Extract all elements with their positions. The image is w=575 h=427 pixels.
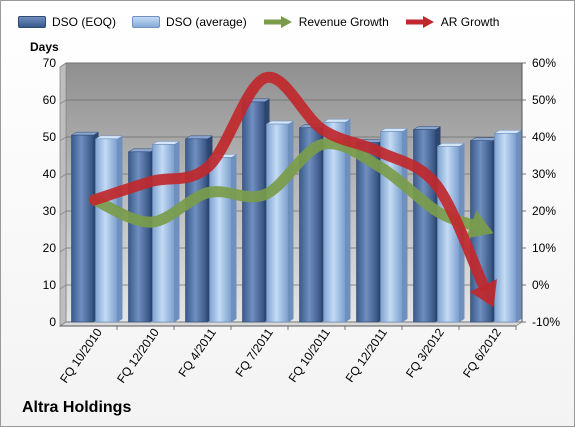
legend-swatch-dso-average xyxy=(132,16,161,28)
point-ar-growth xyxy=(493,306,495,308)
bar-side-dso-average- xyxy=(231,154,237,322)
y-tick-right: 0% xyxy=(532,278,550,292)
bar-dso-average- xyxy=(209,157,232,323)
bar-dso-eoq- xyxy=(299,127,322,323)
company-name: Altra Holdings xyxy=(22,399,132,416)
plot-floor xyxy=(58,321,524,327)
point-revenue-growth xyxy=(151,221,153,223)
bar-top-dso-average- xyxy=(379,128,409,132)
y-tick-right: 50% xyxy=(532,93,556,107)
bar-side-dso-average- xyxy=(117,135,123,322)
gridline-side xyxy=(59,136,67,142)
bar-side-dso-average- xyxy=(174,141,180,322)
y-tick-left: 10 xyxy=(43,278,57,292)
bar-dso-eoq- xyxy=(242,101,265,323)
bar-dso-eoq- xyxy=(71,134,94,323)
gridline-side xyxy=(59,321,67,327)
bar-side-dso-average- xyxy=(288,121,294,322)
bar-top-dso-average- xyxy=(493,130,523,134)
bar-dso-average- xyxy=(323,121,346,323)
x-tick-label: FQ 12/2011 xyxy=(343,325,390,384)
x-tick-label: FQ 12/2010 xyxy=(114,325,162,385)
point-ar-growth xyxy=(94,199,96,201)
point-ar-growth xyxy=(208,166,210,168)
point-revenue-growth xyxy=(208,192,210,194)
legend-label-ar-growth: AR Growth xyxy=(440,15,500,29)
bar-dso-eoq- xyxy=(128,151,151,323)
gridline-side xyxy=(59,99,67,105)
bar-top-dso-eoq- xyxy=(127,148,157,153)
y-tick-left: 60 xyxy=(43,93,57,107)
point-revenue-growth xyxy=(322,143,324,145)
bar-top-dso-average- xyxy=(265,120,295,125)
legend-label-dso-average: DSO (average) xyxy=(166,15,247,29)
point-revenue-growth xyxy=(493,232,495,234)
bar-top-dso-average- xyxy=(151,141,181,145)
point-ar-growth xyxy=(322,129,324,131)
gridline-side xyxy=(59,62,67,68)
bar-dso-average- xyxy=(95,138,118,323)
x-tick-label: FQ 10/2010 xyxy=(57,325,105,385)
bar-dso-eoq- xyxy=(413,129,436,323)
y-tick-right: 30% xyxy=(532,167,556,181)
gridline-side xyxy=(59,284,67,290)
y-tick-left: 40 xyxy=(43,167,57,181)
y-tick-right: 40% xyxy=(532,130,556,144)
legend-arrow-revenue-icon xyxy=(263,16,292,28)
bar-top-dso-average- xyxy=(322,118,352,123)
y-tick-left: 30 xyxy=(43,204,57,218)
x-tick-label: FQ 10/2011 xyxy=(286,325,333,384)
legend-item-dso-eoq: DSO (EOQ) xyxy=(18,15,116,29)
y-tick-left: 20 xyxy=(43,241,57,255)
bar-top-dso-average- xyxy=(94,135,124,140)
gridline-side xyxy=(59,173,67,179)
point-ar-growth xyxy=(151,180,153,182)
bar-side-dso-average- xyxy=(345,119,351,322)
bar-top-dso-eoq- xyxy=(469,137,499,141)
legend-label-dso-eoq: DSO (EOQ) xyxy=(52,15,117,29)
y-tick-left: 0 xyxy=(49,315,56,329)
bar-dso-eoq- xyxy=(185,138,208,323)
legend-label-revenue-growth: Revenue Growth xyxy=(298,15,389,29)
bar-side-dso-average- xyxy=(402,128,408,322)
line-ar-growth xyxy=(89,71,489,291)
bar-dso-average- xyxy=(266,123,289,323)
line-revenue-growth xyxy=(89,138,477,230)
y-tick-right: 60% xyxy=(532,56,556,70)
bar-dso-average- xyxy=(494,133,517,323)
gridline-side xyxy=(59,210,67,216)
bar-side-dso-average- xyxy=(516,130,522,322)
legend-item-revenue-growth: Revenue Growth xyxy=(263,15,389,29)
bar-top-dso-eoq- xyxy=(184,135,214,140)
x-tick-label: FQ 7/2011 xyxy=(232,325,276,379)
x-tick-label: FQ 3/2012 xyxy=(403,325,447,380)
gridline-side xyxy=(59,247,67,253)
y-tick-left: 50 xyxy=(43,130,57,144)
point-revenue-growth xyxy=(436,210,438,212)
x-tick-label: FQ 4/2011 xyxy=(175,325,219,379)
bar-top-dso-average- xyxy=(436,143,466,147)
bar-top-dso-eoq- xyxy=(70,131,100,136)
legend-item-ar-growth: AR Growth xyxy=(405,15,500,29)
y-tick-right: 10% xyxy=(532,241,556,255)
point-revenue-growth xyxy=(379,166,381,168)
legend: DSO (EOQ) DSO (average) Revenue Growth A… xyxy=(18,15,515,29)
y-tick-right: 20% xyxy=(532,204,556,218)
bar-top-dso-eoq- xyxy=(412,126,442,130)
point-revenue-growth xyxy=(265,193,267,195)
point-ar-growth xyxy=(379,151,381,153)
y-tick-right: -10% xyxy=(532,315,560,329)
point-ar-growth xyxy=(265,77,267,79)
x-tick-label: FQ 6/2012 xyxy=(460,325,504,380)
arrowhead-ar-growth xyxy=(469,279,497,308)
point-ar-growth xyxy=(436,184,438,186)
bar-dso-average- xyxy=(152,144,175,323)
legend-item-dso-average: DSO (average) xyxy=(132,15,247,29)
legend-swatch-dso-eoq xyxy=(18,16,46,28)
arrowhead-revenue-growth xyxy=(465,210,494,239)
y-tick-left: 70 xyxy=(43,56,57,70)
legend-arrow-ar-icon xyxy=(405,16,434,28)
y-axis-title-left: Days xyxy=(30,40,59,54)
